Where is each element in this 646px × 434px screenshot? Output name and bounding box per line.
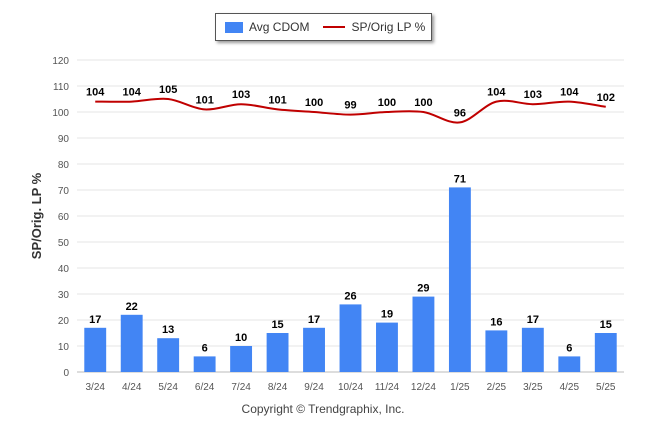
x-tick-label: 1/25 xyxy=(450,382,470,393)
y-tick-label: 120 xyxy=(52,56,69,67)
bar xyxy=(376,322,398,372)
x-tick-label: 9/24 xyxy=(304,382,324,393)
x-tick-label: 2/25 xyxy=(487,382,507,393)
bar xyxy=(448,187,471,372)
bar xyxy=(193,356,216,372)
legend-line-label: SP/Orig LP % xyxy=(351,20,426,34)
line-data-label: 96 xyxy=(454,107,466,119)
bar-data-label: 10 xyxy=(235,332,247,344)
bar-data-label: 6 xyxy=(202,342,208,354)
bar-data-label: 15 xyxy=(271,319,283,331)
x-tick-label: 6/24 xyxy=(195,382,215,393)
line-data-label: 101 xyxy=(268,94,286,106)
y-tick-label: 110 xyxy=(53,82,69,93)
bar-data-label: 19 xyxy=(381,309,393,321)
x-tick-label: 8/24 xyxy=(268,382,288,393)
bar xyxy=(485,330,508,372)
y-tick-label: 80 xyxy=(58,160,70,171)
line-data-label: 104 xyxy=(487,87,506,99)
line-data-label: 103 xyxy=(524,89,542,101)
line-data-label: 99 xyxy=(344,100,356,112)
y-tick-label: 20 xyxy=(58,316,70,327)
bar xyxy=(521,327,544,372)
bar-data-label: 71 xyxy=(454,173,466,185)
bar-data-label: 17 xyxy=(527,314,539,326)
x-tick-label: 12/24 xyxy=(411,382,436,393)
legend-item-line: SP/Orig LP % xyxy=(309,20,425,34)
x-tick-label: 7/24 xyxy=(231,382,251,393)
bar xyxy=(230,346,253,372)
bar-data-label: 22 xyxy=(126,301,138,313)
line-data-label: 100 xyxy=(414,97,432,109)
legend-item-bar: Avg CDOM xyxy=(216,20,309,34)
line-data-label: 104 xyxy=(560,87,579,99)
y-tick-label: 70 xyxy=(58,186,70,197)
x-tick-label: 4/25 xyxy=(560,382,580,393)
y-tick-label: 30 xyxy=(58,290,70,301)
y-tick-label: 40 xyxy=(58,264,70,275)
bar xyxy=(84,327,107,372)
line-data-label: 105 xyxy=(159,84,177,96)
legend-bar-label: Avg CDOM xyxy=(249,20,310,34)
bar-data-label: 13 xyxy=(162,324,174,336)
legend: Avg CDOM SP/Orig LP % xyxy=(215,13,432,41)
bar xyxy=(120,314,143,372)
bar-data-label: 15 xyxy=(600,319,612,331)
line-data-label: 104 xyxy=(123,87,142,99)
line-data-label: 103 xyxy=(232,89,250,101)
y-tick-label: 90 xyxy=(58,134,70,145)
y-tick-label: 10 xyxy=(58,342,70,353)
bar xyxy=(412,296,435,372)
bar-swatch-icon xyxy=(225,21,243,33)
copyright-footer: Copyright © Trendgraphix, Inc. xyxy=(241,402,405,416)
line-data-label: 100 xyxy=(305,97,323,109)
x-tick-label: 4/24 xyxy=(122,382,142,393)
bar xyxy=(266,333,289,372)
bar-data-label: 6 xyxy=(566,342,572,354)
line-data-label: 104 xyxy=(86,87,105,99)
line-swatch-icon xyxy=(323,26,346,28)
y-tick-label: 0 xyxy=(63,368,69,379)
bar-data-label: 16 xyxy=(490,316,502,328)
y-tick-label: 50 xyxy=(58,238,70,249)
x-tick-label: 10/24 xyxy=(338,382,363,393)
x-tick-label: 3/25 xyxy=(523,382,543,393)
bar-data-label: 17 xyxy=(89,314,101,326)
bar-data-label: 26 xyxy=(344,290,356,302)
bar xyxy=(303,327,325,372)
x-tick-label: 5/24 xyxy=(158,382,178,393)
x-tick-label: 5/25 xyxy=(596,382,616,393)
line-data-label: 100 xyxy=(378,97,396,109)
bar xyxy=(594,333,617,372)
y-axis-title: SP/Orig. LP % xyxy=(29,172,44,259)
line-data-label: 101 xyxy=(195,94,213,106)
bar-data-label: 17 xyxy=(308,314,320,326)
bar-data-label: 29 xyxy=(417,283,429,295)
y-tick-label: 60 xyxy=(58,212,70,223)
line-series-path xyxy=(95,97,606,124)
line-data-label: 102 xyxy=(597,92,615,104)
bar xyxy=(558,356,581,372)
bar xyxy=(339,304,362,372)
bar xyxy=(157,338,180,372)
x-tick-label: 3/24 xyxy=(85,382,105,393)
y-tick-label: 100 xyxy=(52,108,69,119)
x-tick-label: 11/24 xyxy=(375,382,400,393)
